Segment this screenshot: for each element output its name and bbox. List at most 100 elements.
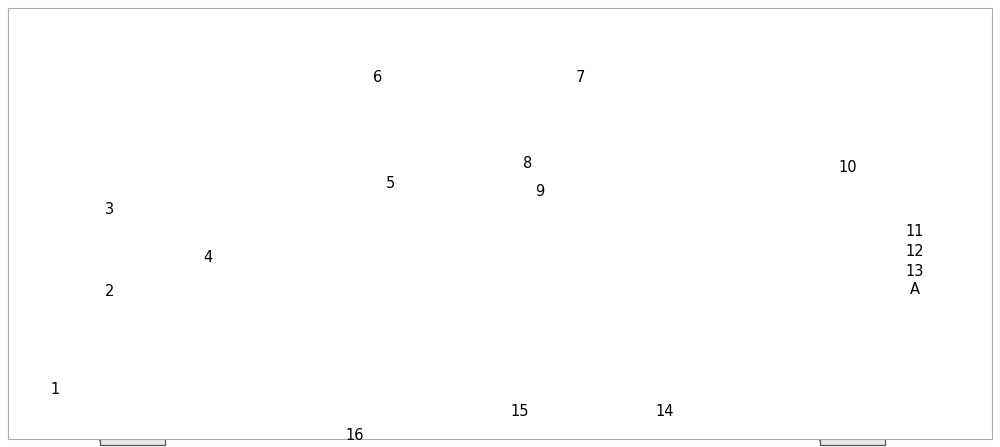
Circle shape xyxy=(338,281,346,289)
Bar xyxy=(510,13,555,55)
Circle shape xyxy=(517,274,539,296)
Bar xyxy=(522,185,538,193)
Circle shape xyxy=(638,281,646,289)
Text: 11: 11 xyxy=(906,224,924,240)
Circle shape xyxy=(135,202,171,238)
Circle shape xyxy=(486,281,494,289)
Bar xyxy=(440,185,456,193)
Circle shape xyxy=(811,261,829,279)
Circle shape xyxy=(714,281,722,289)
Bar xyxy=(485,122,495,130)
Circle shape xyxy=(199,348,211,360)
Circle shape xyxy=(300,281,308,289)
Circle shape xyxy=(235,326,247,338)
Circle shape xyxy=(465,204,501,240)
Bar xyxy=(395,15,407,195)
Bar xyxy=(820,438,885,445)
Circle shape xyxy=(752,281,760,289)
Circle shape xyxy=(249,204,285,240)
Circle shape xyxy=(555,274,577,296)
Bar xyxy=(443,122,453,130)
Circle shape xyxy=(470,265,510,305)
Circle shape xyxy=(360,265,400,305)
Circle shape xyxy=(600,281,608,289)
Text: 9: 9 xyxy=(535,185,545,199)
Circle shape xyxy=(321,204,357,240)
Circle shape xyxy=(546,213,564,231)
Circle shape xyxy=(443,218,451,226)
Circle shape xyxy=(138,260,158,280)
Circle shape xyxy=(546,265,586,305)
Circle shape xyxy=(217,348,229,360)
Circle shape xyxy=(366,213,384,231)
Circle shape xyxy=(258,213,276,231)
Circle shape xyxy=(582,213,600,231)
Text: 10: 10 xyxy=(839,160,857,176)
Circle shape xyxy=(479,218,487,226)
Circle shape xyxy=(537,204,573,240)
Circle shape xyxy=(573,204,609,240)
Bar xyxy=(514,17,551,51)
Text: 7: 7 xyxy=(575,71,585,85)
Circle shape xyxy=(150,217,156,223)
Bar xyxy=(870,200,888,400)
Circle shape xyxy=(524,281,532,289)
Circle shape xyxy=(402,213,420,231)
Circle shape xyxy=(335,218,343,226)
Circle shape xyxy=(376,281,384,289)
Circle shape xyxy=(407,218,415,226)
Circle shape xyxy=(246,265,286,305)
Circle shape xyxy=(255,274,277,296)
Circle shape xyxy=(186,213,204,231)
Bar xyxy=(390,55,592,70)
Circle shape xyxy=(263,218,271,226)
Circle shape xyxy=(669,274,691,296)
Bar xyxy=(110,310,255,400)
Circle shape xyxy=(515,218,523,226)
Circle shape xyxy=(294,213,312,231)
Bar xyxy=(815,240,870,256)
Circle shape xyxy=(293,274,315,296)
Circle shape xyxy=(407,274,429,296)
Circle shape xyxy=(631,274,653,296)
Bar xyxy=(872,172,886,182)
Bar xyxy=(830,405,875,440)
Text: 14: 14 xyxy=(656,405,674,419)
Text: 6: 6 xyxy=(373,71,383,85)
Circle shape xyxy=(191,218,199,226)
Circle shape xyxy=(217,326,229,338)
Bar xyxy=(395,130,587,142)
Circle shape xyxy=(717,204,753,240)
Circle shape xyxy=(208,265,248,305)
Circle shape xyxy=(654,213,672,231)
Circle shape xyxy=(170,265,210,305)
Circle shape xyxy=(501,204,537,240)
Bar xyxy=(482,185,498,193)
Circle shape xyxy=(224,281,232,289)
Circle shape xyxy=(398,265,438,305)
Circle shape xyxy=(659,218,667,226)
Circle shape xyxy=(322,265,362,305)
Circle shape xyxy=(414,281,422,289)
Circle shape xyxy=(551,218,559,226)
Bar xyxy=(110,405,155,440)
Circle shape xyxy=(622,265,662,305)
Circle shape xyxy=(144,266,152,274)
Circle shape xyxy=(429,204,465,240)
Circle shape xyxy=(690,213,708,231)
Circle shape xyxy=(695,218,703,226)
Text: 12: 12 xyxy=(906,245,924,260)
Circle shape xyxy=(331,274,353,296)
Text: 4: 4 xyxy=(203,250,213,266)
Bar xyxy=(575,15,587,195)
Bar xyxy=(117,317,192,372)
Circle shape xyxy=(222,213,240,231)
Circle shape xyxy=(707,274,729,296)
Text: 15: 15 xyxy=(511,405,529,419)
Text: 1: 1 xyxy=(50,383,60,397)
Circle shape xyxy=(285,204,321,240)
Circle shape xyxy=(179,274,201,296)
Circle shape xyxy=(145,212,161,228)
Text: 8: 8 xyxy=(523,156,533,170)
Text: 13: 13 xyxy=(906,265,924,279)
